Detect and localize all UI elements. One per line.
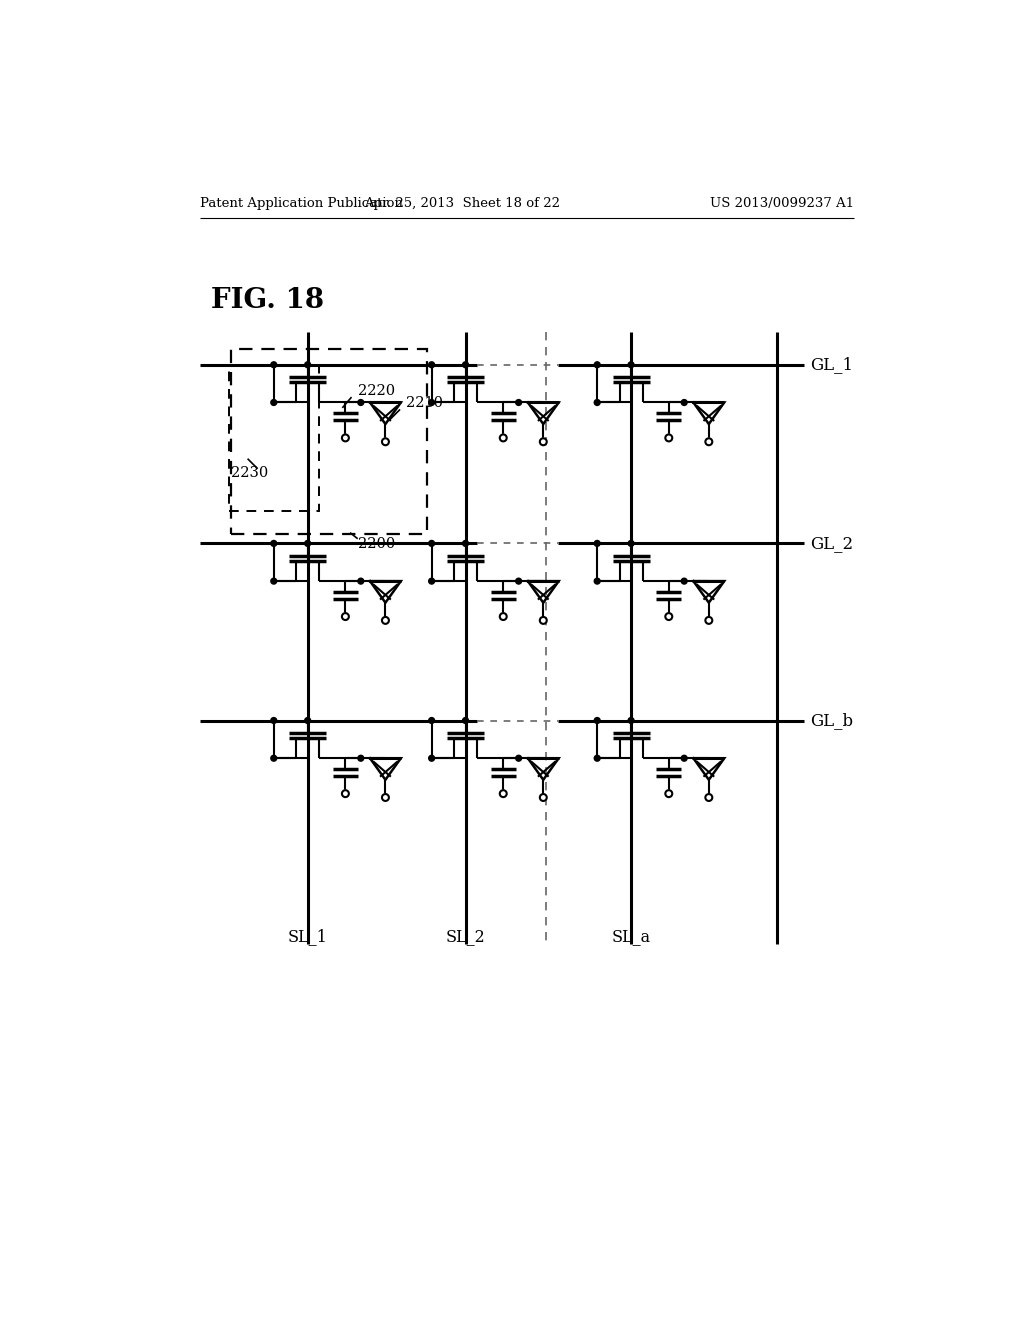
Circle shape — [342, 791, 349, 797]
Circle shape — [271, 718, 276, 723]
Bar — [229, 364, 319, 511]
Circle shape — [594, 578, 600, 583]
Circle shape — [342, 612, 349, 620]
Circle shape — [271, 578, 276, 583]
Circle shape — [463, 540, 468, 546]
Circle shape — [594, 400, 600, 405]
Text: 2210: 2210 — [407, 396, 443, 411]
Circle shape — [305, 718, 310, 723]
Text: Patent Application Publication: Patent Application Publication — [200, 197, 402, 210]
Circle shape — [429, 400, 434, 405]
Circle shape — [382, 795, 389, 801]
Circle shape — [463, 362, 468, 368]
Circle shape — [382, 438, 389, 445]
Text: 2220: 2220 — [357, 384, 395, 397]
Circle shape — [516, 578, 521, 583]
Circle shape — [681, 755, 687, 762]
Circle shape — [429, 755, 434, 762]
Circle shape — [357, 755, 364, 762]
Circle shape — [540, 616, 547, 624]
Circle shape — [382, 616, 389, 624]
Circle shape — [681, 578, 687, 583]
Circle shape — [706, 616, 713, 624]
Circle shape — [429, 540, 434, 546]
Circle shape — [516, 755, 521, 762]
Text: SL_a: SL_a — [611, 928, 650, 945]
Text: GL_b: GL_b — [810, 711, 853, 729]
Circle shape — [666, 612, 672, 620]
Text: GL_2: GL_2 — [810, 535, 853, 552]
Circle shape — [429, 718, 434, 723]
Circle shape — [271, 755, 276, 762]
Circle shape — [342, 434, 349, 441]
Circle shape — [429, 578, 434, 583]
Circle shape — [271, 400, 276, 405]
Circle shape — [540, 795, 547, 801]
Circle shape — [500, 791, 507, 797]
Circle shape — [666, 434, 672, 441]
Circle shape — [357, 578, 364, 583]
Circle shape — [305, 362, 310, 368]
Circle shape — [666, 791, 672, 797]
Circle shape — [594, 755, 600, 762]
Circle shape — [540, 438, 547, 445]
Text: GL_1: GL_1 — [810, 356, 853, 374]
Circle shape — [681, 400, 687, 405]
Text: US 2013/0099237 A1: US 2013/0099237 A1 — [711, 197, 854, 210]
Text: Apr. 25, 2013  Sheet 18 of 22: Apr. 25, 2013 Sheet 18 of 22 — [364, 197, 560, 210]
Circle shape — [516, 400, 521, 405]
Circle shape — [500, 434, 507, 441]
Text: SL_1: SL_1 — [288, 928, 328, 945]
Text: 2200: 2200 — [357, 537, 395, 552]
Circle shape — [628, 540, 634, 546]
Bar — [230, 350, 427, 535]
Circle shape — [463, 718, 468, 723]
Text: SL_2: SL_2 — [445, 928, 485, 945]
Circle shape — [271, 362, 276, 368]
Circle shape — [271, 540, 276, 546]
Circle shape — [628, 362, 634, 368]
Circle shape — [628, 718, 634, 723]
Circle shape — [706, 795, 713, 801]
Circle shape — [706, 438, 713, 445]
Circle shape — [500, 612, 507, 620]
Circle shape — [305, 540, 310, 546]
Circle shape — [594, 362, 600, 368]
Circle shape — [357, 400, 364, 405]
Circle shape — [594, 540, 600, 546]
Text: 2230: 2230 — [230, 466, 268, 479]
Text: FIG. 18: FIG. 18 — [211, 288, 325, 314]
Circle shape — [429, 362, 434, 368]
Circle shape — [594, 718, 600, 723]
